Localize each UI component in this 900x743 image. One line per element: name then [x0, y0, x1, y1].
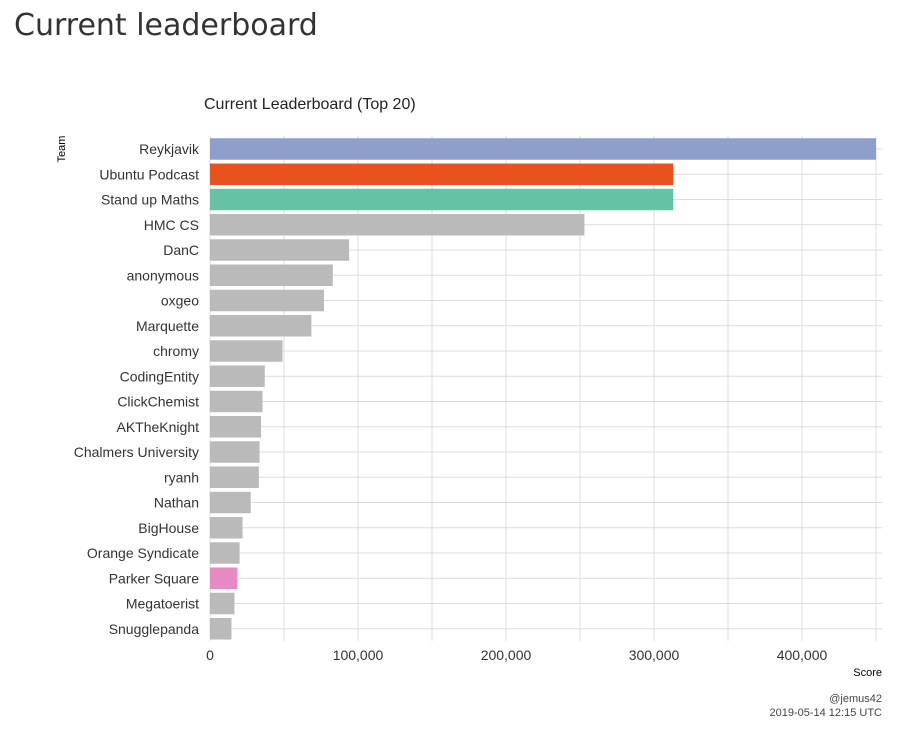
category-label-nathan: Nathan: [154, 495, 199, 511]
category-label-chromy: chromy: [153, 343, 199, 359]
bar-oxgeo: [210, 289, 324, 312]
category-label-hmc-cs: HMC CS: [144, 217, 199, 233]
grid-lines: [209, 136, 882, 641]
bar-nathan: [210, 491, 251, 514]
category-label-parker-square: Parker Square: [109, 570, 199, 586]
bar-reykjavik: [210, 138, 876, 160]
caption-timestamp: 2019-05-14 12:15 UTC: [769, 707, 882, 719]
x-axis-title: Score: [853, 667, 882, 679]
bar-clickchemist: [210, 390, 263, 413]
category-label-bighouse: BigHouse: [138, 520, 199, 536]
category-label-chalmers-university: Chalmers University: [74, 444, 199, 460]
category-label-ryanh: ryanh: [164, 469, 199, 485]
category-label-danc: DanC: [163, 242, 199, 258]
y-axis-title: Team: [56, 136, 68, 163]
category-label-aktheknight: AKTheKnight: [117, 419, 200, 435]
category-label-oxgeo: oxgeo: [161, 293, 199, 309]
category-label-ubuntu-podcast: Ubuntu Podcast: [99, 166, 199, 182]
bars: [210, 138, 876, 640]
category-label-snugglepanda: Snugglepanda: [109, 621, 200, 637]
chart-title: Current Leaderboard (Top 20): [204, 96, 416, 113]
x-tick-label: 0: [206, 647, 214, 663]
x-tick-labels: 0 100,000 200,000 300,000 400,000: [206, 647, 827, 663]
category-label-codingentity: CodingEntity: [120, 368, 199, 384]
category-label-reykjavik: Reykjavik: [139, 141, 200, 157]
bar-hmc-cs: [210, 214, 585, 236]
bar-marquette: [210, 315, 312, 337]
bar-orange-syndicate: [210, 542, 240, 564]
category-labels: Reykjavik Ubuntu Podcast Stand up Maths HMC…: [74, 141, 200, 637]
category-label-megatoerist: Megatoerist: [126, 596, 199, 612]
category-label-orange-syndicate: Orange Syndicate: [87, 545, 199, 561]
bar-bighouse: [210, 517, 243, 539]
category-label-anonymous: anonymous: [127, 267, 199, 283]
category-label-stand-up-maths: Stand up Maths: [101, 192, 199, 208]
bar-aktheknight: [210, 416, 262, 438]
bar-danc: [210, 239, 350, 261]
bar-chalmers-university: [210, 441, 260, 463]
bar-parker-square: [210, 567, 238, 589]
bar-megatoerist: [210, 592, 235, 615]
bar-ubuntu-podcast: [210, 163, 674, 185]
bar-codingentity: [210, 365, 265, 387]
category-label-clickchemist: ClickChemist: [117, 394, 199, 410]
x-tick-label: 200,000: [481, 647, 532, 663]
bar-snugglepanda: [210, 618, 232, 640]
page-heading: Current leaderboard: [14, 8, 318, 43]
bar-anonymous: [210, 264, 333, 286]
bar-chromy: [210, 340, 283, 362]
x-tick-label: 400,000: [777, 647, 828, 663]
category-label-marquette: Marquette: [136, 318, 199, 334]
bar-ryanh: [210, 466, 259, 488]
x-tick-label: 100,000: [333, 647, 384, 663]
caption-handle: @jemus42: [829, 693, 882, 705]
x-tick-label: 300,000: [629, 647, 680, 663]
bar-stand-up-maths: [210, 188, 674, 211]
